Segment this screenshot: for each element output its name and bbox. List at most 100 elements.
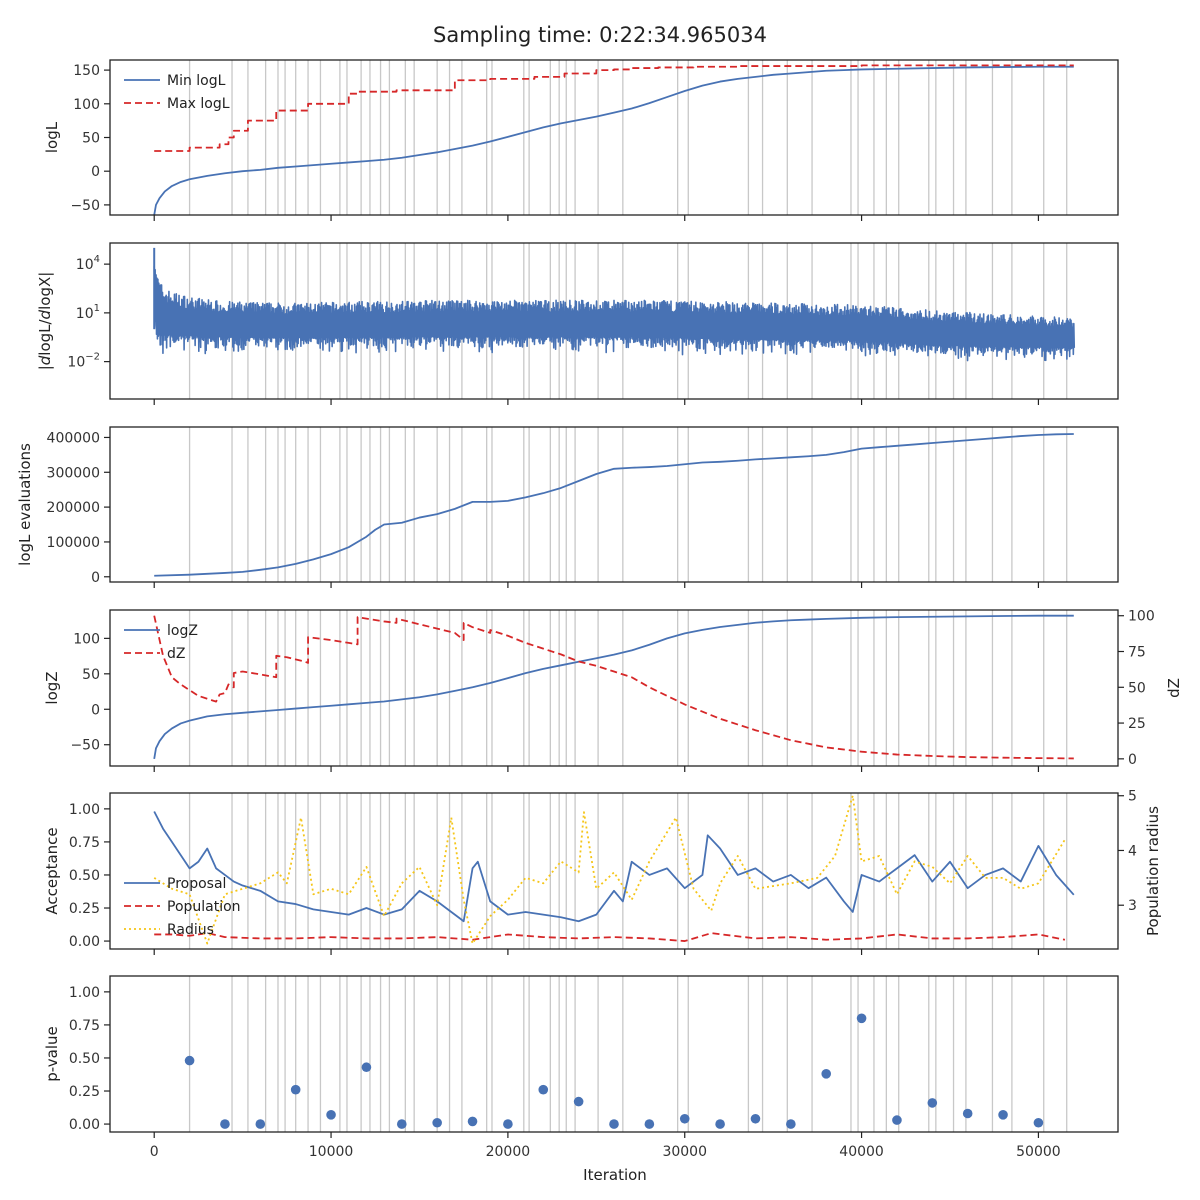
vlines: [188, 976, 1068, 1132]
legend-label: logZ: [167, 623, 198, 639]
data-point: [290, 1084, 301, 1095]
y2-tick-label: 100: [1128, 609, 1155, 625]
data-point: [856, 1013, 867, 1024]
y-tick-label: 50: [82, 131, 100, 147]
axes-frame: [109, 609, 1119, 767]
y-tick-label: 1.00: [69, 802, 100, 818]
y-label-part: d: [36, 355, 54, 365]
y2-axis-label: Population radius: [1144, 806, 1162, 936]
data-point: [503, 1119, 513, 1129]
panel-4: −50 0 50 100 logZ 0 25 50 75 100 dZ logZ dZ: [43, 609, 1183, 772]
y-tick-label: 0: [91, 702, 100, 718]
series-radius-line: [153, 794, 1066, 945]
x-ticks: 0 10000 20000 30000 40000 50000: [150, 1132, 1061, 1160]
y-tick-label: 10−2: [67, 352, 100, 371]
y-tick-label: 300000: [47, 465, 100, 481]
y-tick-label: 150: [73, 63, 100, 79]
y-tick-label: 0.00: [69, 934, 100, 950]
y2-tick-label: 5: [1128, 789, 1137, 805]
data-point: [715, 1119, 725, 1129]
y2-tick-label: 4: [1128, 843, 1137, 859]
y-tick-label: 0: [91, 570, 100, 586]
y-ticks: 0 100000 200000 300000 400000: [47, 430, 110, 586]
y2-tick-label: 25: [1128, 716, 1146, 732]
axes-frame: [109, 975, 1119, 1133]
data-point: [786, 1119, 796, 1129]
y-tick-base: 10: [76, 257, 94, 273]
data-point: [184, 1055, 195, 1066]
y-tick-label: 100000: [47, 535, 100, 551]
y-label-part: |: [36, 365, 54, 370]
y-tick-label: −50: [70, 198, 100, 214]
y-tick-label: 101: [76, 303, 100, 322]
y-tick-label: 0.50: [69, 868, 100, 884]
y2-ticks: 3 4 5: [1118, 789, 1137, 914]
y-axis-label: Acceptance: [43, 827, 61, 914]
y-tick-label: 100: [73, 631, 100, 647]
y-tick-exponent: −2: [85, 352, 100, 363]
legend: Proposal Population Radius: [124, 876, 241, 938]
y-tick-label: 100: [73, 97, 100, 113]
data-point: [821, 1069, 832, 1079]
legend-label: Max logL: [167, 96, 230, 112]
data-point: [396, 1119, 407, 1129]
y-ticks: 0.00 0.25 0.50 0.75 1.00: [69, 985, 110, 1133]
y2-tick-label: 75: [1128, 645, 1146, 661]
y-ticks: −50 0 50 100 150: [70, 63, 110, 214]
y-tick-exponent: 4: [94, 254, 100, 265]
y2-tick-label: 3: [1128, 898, 1137, 914]
x-tick-label: 0: [150, 1144, 159, 1160]
y-axis-label: logL: [43, 121, 61, 153]
axes-frame: [109, 242, 1119, 400]
x-ticks: [153, 949, 1040, 955]
y-tick-label: 1.00: [69, 985, 100, 1001]
data-point: [1033, 1117, 1044, 1128]
figure-title: Sampling time: 0:22:34.965034: [433, 23, 767, 47]
y-tick-label: 0.25: [69, 901, 100, 917]
series-min-logl-line: [153, 65, 1074, 216]
vlines: [188, 427, 1068, 582]
derivative-spike: [153, 247, 159, 330]
y-tick-label: 200000: [47, 500, 100, 516]
data-point: [962, 1108, 973, 1119]
x-ticks: [153, 766, 1040, 772]
y-label-part: logX|: [36, 272, 54, 310]
y-tick-base: 10: [67, 355, 85, 371]
y-label-part: d: [36, 309, 54, 319]
y-ticks: −50 0 50 100: [70, 631, 110, 754]
y2-ticks: 0 25 50 75 100: [1118, 609, 1155, 768]
data-point: [927, 1098, 938, 1108]
legend-label: Radius: [167, 922, 214, 938]
legend-label: dZ: [167, 646, 185, 662]
y-axis-label: p-value: [43, 1026, 61, 1082]
series-1-line: [154, 433, 1074, 577]
panel-1: −50 0 50 100 150 logL Min logL Max logL: [43, 59, 1119, 221]
y-tick-label: 50: [82, 667, 100, 683]
derivative-series: [153, 266, 1076, 362]
y-axis-label: logL evaluations: [16, 443, 34, 566]
y-axis-label: |dlogL/dlogX|: [36, 272, 54, 371]
x-ticks: [153, 399, 1040, 405]
data-point: [573, 1096, 584, 1107]
data-point: [644, 1119, 655, 1129]
data-point: [255, 1119, 266, 1129]
legend-label: Population: [167, 899, 241, 915]
legend: logZ dZ: [124, 623, 198, 662]
legend: Min logL Max logL: [124, 73, 230, 112]
legend-label: Proposal: [167, 876, 226, 892]
axes-frame: [109, 792, 1119, 950]
y-tick-label: 400000: [47, 430, 100, 446]
data-point: [432, 1117, 442, 1128]
panel-6: 0.00 0.25 0.50 0.75 1.00 p-value 0 10000 20000 30…: [43, 975, 1119, 1160]
y-tick-label: 0: [91, 164, 100, 180]
data-point: [679, 1113, 690, 1124]
x-tick-label: 40000: [839, 1144, 884, 1160]
y2-axis-label: dZ: [1165, 678, 1183, 698]
y-tick-label: 0.50: [69, 1051, 100, 1067]
x-ticks: [153, 215, 1040, 221]
data-point: [998, 1110, 1008, 1120]
y-tick-label: 0.00: [69, 1117, 100, 1133]
